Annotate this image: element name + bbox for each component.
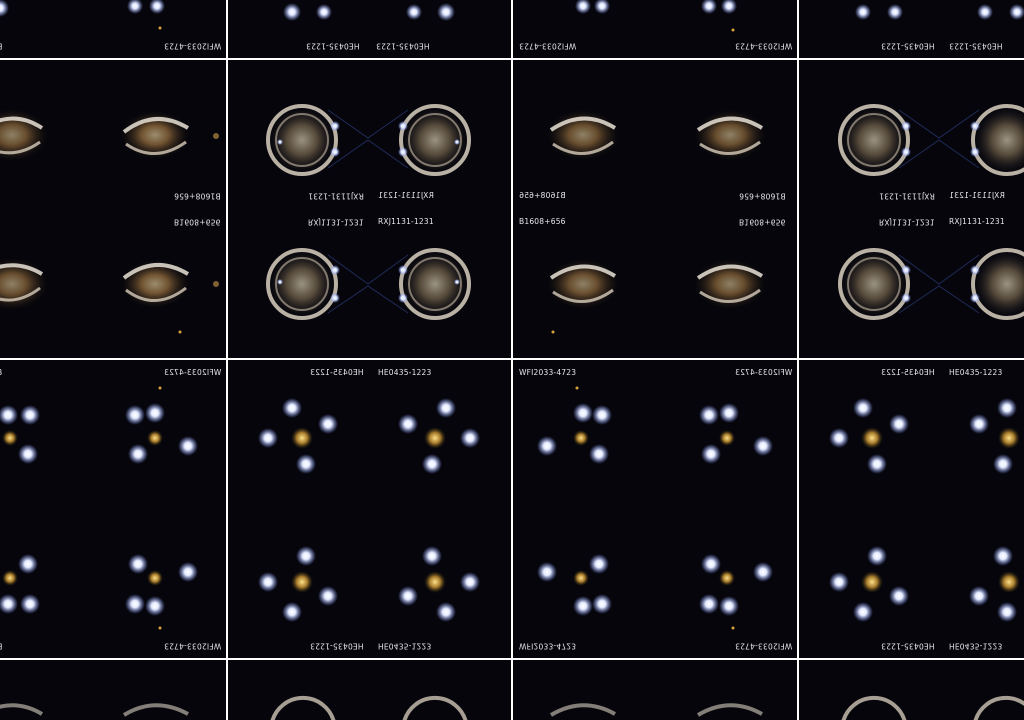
lens-label: HE0435-1223 xyxy=(949,41,1003,51)
tile-b1608-bottom-left xyxy=(0,660,226,720)
tile-he-right: HE0435-1223 HE0435-1223 HE0435-1223 HE04… xyxy=(799,360,1024,658)
lens-label: HE0435-1223 xyxy=(310,641,364,651)
tile-b1608-left: B1608+656 B1608+656 xyxy=(0,60,226,358)
lens-label: B1608+656 xyxy=(519,191,566,200)
lens-label: RXJ1131-1231 xyxy=(949,217,1005,226)
lens-label: B1608+656 xyxy=(739,191,786,201)
arc-lens-image xyxy=(0,109,219,334)
lens-label: HE0435-1223 xyxy=(949,368,1003,377)
tile-he-top-right: HE0435-1223 HE0435-1223 xyxy=(799,0,1024,58)
lens-label: RXJ1131-1231 xyxy=(879,191,935,201)
quad-lens-image xyxy=(258,398,480,622)
tile-b1608-mid: B1608+656 B1608+656 B1608+656 B1608+656 xyxy=(513,60,797,358)
quad-lens-image xyxy=(0,386,198,630)
lens-label: HE0435-1223 xyxy=(306,41,360,51)
lens-label: B1608+656 xyxy=(519,217,566,226)
lens-label: HE0435-1223 xyxy=(310,368,364,377)
lens-label: WFI2033-4723 xyxy=(735,368,793,377)
lens-label: B1608+656 xyxy=(174,217,221,227)
ring-lens-image xyxy=(270,695,468,720)
lens-label: RXJ1131-1231 xyxy=(949,191,1005,200)
lens-label: WFI2033-4723 xyxy=(519,368,577,377)
lens-label: RXJ1131-1231 xyxy=(378,217,434,226)
lens-label: HE0435-1223 xyxy=(949,641,1003,651)
lens-label: WFI2033-4723 xyxy=(735,641,793,651)
arc-lens-image xyxy=(549,703,763,717)
tile-he-left: HE0435-1223 HE0435-1223 HE0435-1223 HE04… xyxy=(228,360,511,658)
tile-wfi-top-left: B WFI2033-4723 xyxy=(0,0,226,58)
lens-label: WFI2033-4723 xyxy=(164,41,222,51)
ring-lens-image xyxy=(838,104,1024,320)
lens-label: B xyxy=(0,42,2,51)
quad-lens-image xyxy=(855,4,1024,20)
lens-label: RXJ1131-1231 xyxy=(308,217,364,227)
quad-lens-image xyxy=(829,398,1020,622)
quad-lens-image xyxy=(575,0,737,32)
tile-rxj-bottom xyxy=(228,660,511,720)
ring-lens-image xyxy=(841,695,1024,720)
arc-lens-image xyxy=(547,110,766,334)
lens-label: B xyxy=(0,369,2,377)
lens-label: RXJ1131-1231 xyxy=(378,191,434,200)
tile-rxj-right: RXJ1131-1231 RXJ1131-1231 RXJ1131-1231 R… xyxy=(799,60,1024,358)
tile-wfi-mid: WFI2033-4723 WFI2033-4723 WFI2033-4723 W… xyxy=(513,360,797,658)
lens-label: WFI2033-4723 xyxy=(164,641,222,651)
lens-label: WFI2033-4723 xyxy=(164,368,222,377)
lens-label: HE0435-1223 xyxy=(376,41,430,51)
tile-b1608-bottom-mid xyxy=(513,660,797,720)
lens-label: WFI2033-4723 xyxy=(735,41,793,51)
lens-label: B xyxy=(0,642,2,651)
lens-label: WFI2033-4723 xyxy=(519,41,577,51)
tile-wfi-top-mid: WFI2033-4723 WFI2033-4723 xyxy=(513,0,797,58)
lens-label: B1608+656 xyxy=(174,191,221,201)
tile-rxj-left: RXJ1131-1231 RXJ1131-1231 RXJ1131-1231 R… xyxy=(228,60,511,358)
lens-label: WFI2033-4723 xyxy=(519,641,577,651)
quad-lens-image xyxy=(537,386,773,630)
lens-label: RXJ1131-1231 xyxy=(308,191,364,201)
lens-label: B1608+656 xyxy=(739,217,786,227)
tile-rxj-bottom-right xyxy=(799,660,1024,720)
tile-wfi-left: B WFI2033-4723 B WFI2033-4723 xyxy=(0,360,226,658)
tile-he-top: HE0435-1223 HE0435-1223 xyxy=(228,0,511,58)
lens-label: HE0435-1223 xyxy=(378,368,432,377)
lens-label: RXJ1131-1231 xyxy=(879,217,935,227)
quad-lens-image xyxy=(0,0,165,30)
quad-lens-image xyxy=(283,3,455,21)
lens-label: HE0435-1223 xyxy=(881,41,935,51)
lens-label: HE0435-1223 xyxy=(378,641,432,651)
lens-label: HE0435-1223 xyxy=(881,641,935,651)
lens-label: HE0435-1223 xyxy=(881,368,935,377)
arc-lens-image xyxy=(0,703,189,717)
ring-lens-image xyxy=(266,104,471,320)
